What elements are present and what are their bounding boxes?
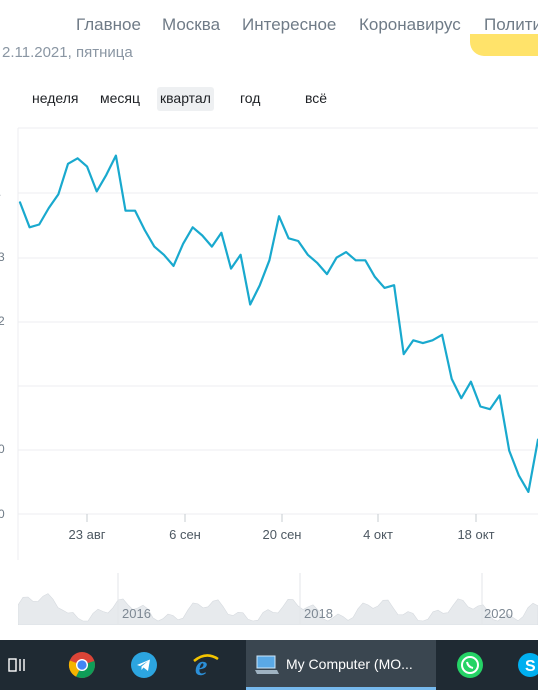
price-line-chart[interactable]: . 3 2 0 0 23 авг 6 сен 20 сен 4 окт 18 окт: [0, 120, 538, 560]
tab-month[interactable]: месяц: [100, 90, 141, 106]
x-tick-label: 23 авг: [69, 527, 106, 542]
nav-item-politics[interactable]: Полити: [484, 15, 538, 34]
y-tick-label: 2: [0, 314, 5, 328]
skype-icon[interactable]: S: [512, 640, 538, 690]
nav-item-moscow[interactable]: Москва: [162, 15, 221, 34]
minimap-year-label: 2016: [122, 606, 151, 621]
svg-text:S: S: [525, 658, 536, 675]
x-tick-label: 18 окт: [457, 527, 494, 542]
y-tick-label: .: [0, 185, 1, 199]
y-tick-label: 0: [0, 442, 5, 456]
chrome-icon[interactable]: [64, 640, 100, 690]
nav-item-main[interactable]: Главное: [76, 15, 141, 34]
y-axis-labels: . 3 2 0 0: [0, 185, 5, 521]
series-line: [18, 154, 538, 493]
minimap-year-label: 2018: [304, 606, 333, 621]
whatsapp-icon[interactable]: [452, 640, 488, 690]
taskbar-active-window[interactable]: [246, 640, 436, 690]
task-view-icon[interactable]: [0, 640, 36, 690]
minimap-year-label: 2020: [484, 606, 513, 621]
nav-item-interesting[interactable]: Интересное: [242, 15, 337, 34]
x-tick-label: 6 сен: [169, 527, 201, 542]
minimap-area: [18, 593, 538, 625]
period-tabs: неделя месяц квартал год всё: [0, 87, 538, 111]
y-tick-label: 3: [0, 250, 5, 264]
date-line: 2.11.2021, пятница: [2, 44, 133, 61]
telegram-icon[interactable]: [126, 640, 162, 690]
edge-icon[interactable]: e: [188, 640, 224, 690]
tab-week[interactable]: неделя: [32, 90, 79, 106]
search-button-edge[interactable]: [470, 34, 538, 56]
tab-year[interactable]: год: [240, 90, 261, 106]
taskbar: e My Computer (MO... S: [0, 640, 538, 690]
tab-all[interactable]: всё: [305, 90, 328, 106]
y-tick-label: 0: [0, 507, 5, 521]
tab-quarter[interactable]: квартал: [157, 87, 214, 111]
x-axis-ticks: 23 авг 6 сен 20 сен 4 окт 18 окт: [69, 514, 495, 542]
overview-minimap[interactable]: 2016 2018 2020: [18, 573, 538, 625]
top-navigation: Главное Москва Интересное Коронавирус По…: [0, 0, 538, 50]
x-tick-label: 20 сен: [263, 527, 302, 542]
x-tick-label: 4 окт: [363, 527, 393, 542]
my-computer-icon[interactable]: [252, 640, 282, 690]
chart-grid: [17, 127, 538, 560]
active-window-title: My Computer (MO...: [286, 656, 413, 672]
nav-item-coronavirus[interactable]: Коронавирус: [359, 15, 461, 34]
